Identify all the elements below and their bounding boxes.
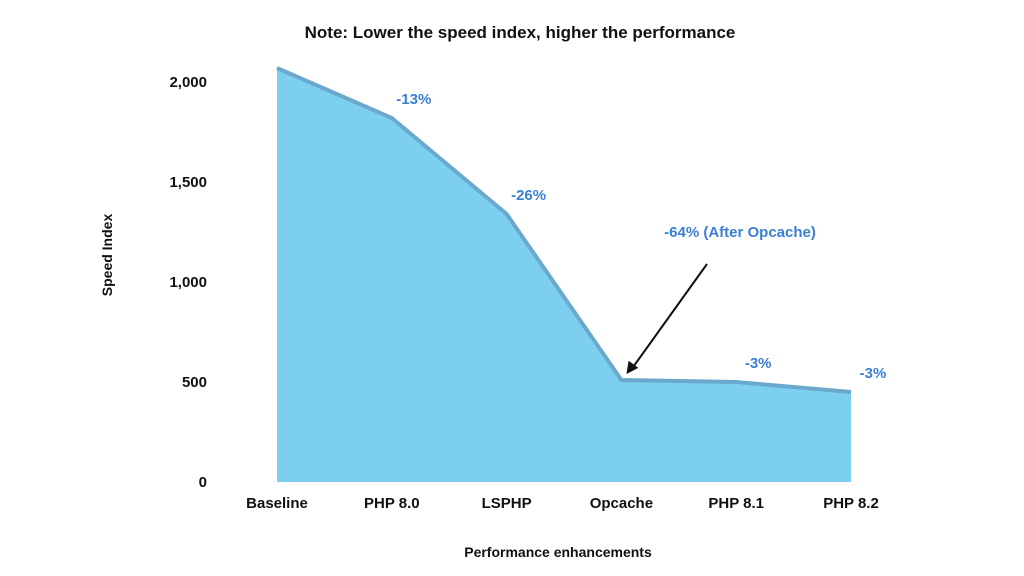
- percent-change-label: -3%: [745, 355, 772, 372]
- x-tick-label: Baseline: [246, 495, 308, 512]
- annotation-arrow-head: [626, 360, 639, 374]
- y-axis-ticks: 0 500 1,000 1,500 2,000: [169, 74, 207, 491]
- percent-change-label: -3%: [860, 365, 887, 382]
- x-tick-label: PHP 8.1: [708, 495, 764, 512]
- chart-title: Note: Lower the speed index, higher the …: [305, 23, 736, 42]
- annotations: -13% -26% -64% (After Opcache) -3% -3%: [396, 91, 886, 382]
- x-tick-label: PHP 8.2: [823, 495, 879, 512]
- area-layer: [276, 66, 852, 482]
- y-tick-label: 0: [199, 474, 207, 491]
- percent-change-label: -26%: [511, 187, 546, 204]
- y-tick-label: 1,000: [169, 274, 207, 291]
- y-tick-label: 1,500: [169, 174, 207, 191]
- y-tick-label: 500: [182, 374, 207, 391]
- x-tick-label: LSPHP: [482, 495, 532, 512]
- y-tick-label: 2,000: [169, 74, 207, 91]
- x-tick-label: PHP 8.0: [364, 495, 420, 512]
- speed-index-area: [277, 68, 851, 482]
- annotation-arrow-line: [631, 263, 708, 369]
- x-axis-ticks: Baseline PHP 8.0 LSPHP Opcache PHP 8.1 PHP 8.…: [246, 495, 879, 512]
- percent-change-label: -64% (After Opcache): [664, 224, 816, 241]
- speed-index-area-edge: [276, 66, 852, 394]
- y-axis-label: Speed Index: [99, 214, 115, 297]
- percent-change-label: -13%: [396, 91, 431, 108]
- x-tick-label: Opcache: [590, 495, 653, 512]
- x-axis-label: Performance enhancements: [464, 544, 652, 560]
